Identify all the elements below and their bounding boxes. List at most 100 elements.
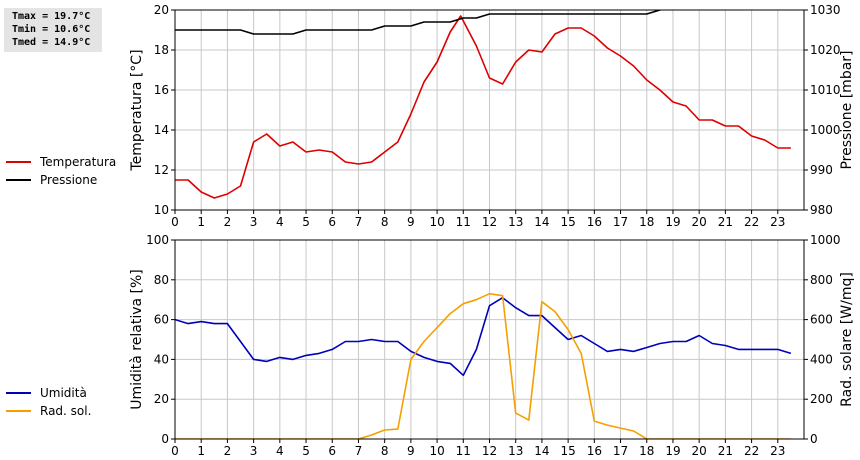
x-tick-label: 17 xyxy=(613,444,628,458)
x-tick-label: 6 xyxy=(328,444,336,458)
legend-item-temperatura: Temperatura xyxy=(6,153,116,171)
y-tick-label: 20 xyxy=(154,3,169,17)
x-tick-label: 18 xyxy=(639,444,654,458)
y2-axis-label: Pressione [mbar] xyxy=(839,50,855,169)
tmin-stat: Tmin = 10.6°C xyxy=(12,24,91,35)
y2-axis-label: Rad. solare [W/mq] xyxy=(839,272,855,407)
legend-item-radsol: Rad. sol. xyxy=(6,402,91,420)
x-tick-label: 0 xyxy=(171,215,179,229)
x-tick-label: 3 xyxy=(250,444,258,458)
stats-box: Tmax = 19.7°C Tmin = 10.6°C Tmed = 14.9°… xyxy=(4,8,102,52)
x-tick-label: 0 xyxy=(171,444,179,458)
legend-swatch-temperatura xyxy=(6,161,31,163)
y-tick-label: 80 xyxy=(154,273,169,287)
x-tick-label: 8 xyxy=(381,444,389,458)
y2-tick-label: 990 xyxy=(810,163,833,177)
tmax-stat: Tmax = 19.7°C xyxy=(12,11,91,22)
y-tick-label: 14 xyxy=(154,123,169,137)
x-tick-label: 11 xyxy=(456,444,471,458)
x-tick-label: 7 xyxy=(355,215,363,229)
x-tick-label: 11 xyxy=(456,215,471,229)
x-tick-label: 7 xyxy=(355,444,363,458)
x-tick-label: 18 xyxy=(639,215,654,229)
series-line-umidit xyxy=(175,296,792,377)
legend-item-pressione: Pressione xyxy=(6,171,116,189)
x-tick-label: 10 xyxy=(429,444,444,458)
y2-tick-label: 1000 xyxy=(810,233,841,247)
x-tick-label: 10 xyxy=(429,215,444,229)
x-tick-label: 23 xyxy=(770,444,785,458)
y2-tick-label: 1020 xyxy=(810,43,841,57)
legend-bottom: Umidità Rad. sol. xyxy=(6,384,91,420)
x-tick-label: 2 xyxy=(224,215,232,229)
x-tick-label: 14 xyxy=(534,444,549,458)
x-tick-label: 3 xyxy=(250,215,258,229)
y2-tick-label: 980 xyxy=(810,203,833,217)
y-tick-label: 16 xyxy=(154,83,169,97)
x-tick-label: 21 xyxy=(718,444,733,458)
legend-item-umidita: Umidità xyxy=(6,384,91,402)
legend-label-temperatura: Temperatura xyxy=(40,155,117,169)
x-tick-label: 2 xyxy=(224,444,232,458)
series-line-temperatura xyxy=(175,15,791,199)
y-tick-label: 100 xyxy=(146,233,169,247)
x-tick-label: 6 xyxy=(328,215,336,229)
y-axis-label: Temperatura [°C] xyxy=(129,49,145,171)
x-tick-label: 13 xyxy=(508,215,523,229)
legend-label-pressione: Pressione xyxy=(40,173,98,187)
y-tick-label: 10 xyxy=(154,203,169,217)
x-tick-label: 20 xyxy=(692,215,707,229)
y-axis-label: Umidità relativa [%] xyxy=(129,269,145,410)
y-tick-label: 18 xyxy=(154,43,169,57)
y2-tick-label: 600 xyxy=(810,313,833,327)
chart-panel-top: 0 1 2 3 4 5 6 7 8 9 10 11 12 13 14 15 16 17 18 19 20 21 22 2310… xyxy=(129,3,855,229)
x-tick-label: 5 xyxy=(302,215,310,229)
x-tick-label: 22 xyxy=(744,215,759,229)
x-tick-label: 13 xyxy=(508,444,523,458)
x-tick-label: 12 xyxy=(482,215,497,229)
x-tick-label: 22 xyxy=(744,444,759,458)
x-tick-label: 1 xyxy=(197,215,205,229)
x-tick-label: 14 xyxy=(534,215,549,229)
y-tick-label: 20 xyxy=(154,392,169,406)
legend-label-umidita: Umidità xyxy=(40,386,87,400)
y2-tick-label: 800 xyxy=(810,273,833,287)
x-tick-label: 16 xyxy=(587,215,602,229)
series-line-pressione xyxy=(175,10,663,35)
y2-tick-label: 200 xyxy=(810,392,833,406)
x-tick-label: 9 xyxy=(407,215,415,229)
y2-tick-label: 1030 xyxy=(810,3,841,17)
legend-swatch-pressione xyxy=(6,179,31,181)
x-tick-label: 4 xyxy=(276,444,284,458)
y-tick-label: 60 xyxy=(154,313,169,327)
y-tick-label: 0 xyxy=(161,432,169,446)
y2-tick-label: 0 xyxy=(810,432,818,446)
x-tick-label: 19 xyxy=(665,215,680,229)
x-tick-label: 5 xyxy=(302,444,310,458)
x-tick-label: 19 xyxy=(665,444,680,458)
y2-tick-label: 1000 xyxy=(810,123,841,137)
x-tick-label: 4 xyxy=(276,215,284,229)
x-tick-label: 9 xyxy=(407,444,415,458)
x-tick-label: 23 xyxy=(770,215,785,229)
x-tick-label: 20 xyxy=(692,444,707,458)
tmed-stat: Tmed = 14.9°C xyxy=(12,37,91,48)
x-tick-label: 15 xyxy=(560,444,575,458)
x-tick-label: 8 xyxy=(381,215,389,229)
series-line-rad-sol xyxy=(175,292,791,439)
y2-tick-label: 1010 xyxy=(810,83,841,97)
x-tick-label: 21 xyxy=(718,215,733,229)
x-tick-label: 12 xyxy=(482,444,497,458)
y-tick-label: 12 xyxy=(154,163,169,177)
legend-top: Temperatura Pressione xyxy=(6,153,116,189)
x-tick-label: 15 xyxy=(560,215,575,229)
x-tick-label: 16 xyxy=(587,444,602,458)
y-tick-label: 40 xyxy=(154,352,169,366)
legend-label-radsol: Rad. sol. xyxy=(40,404,92,418)
x-tick-label: 17 xyxy=(613,215,628,229)
y2-tick-label: 400 xyxy=(810,352,833,366)
legend-swatch-radsol xyxy=(6,410,31,412)
legend-swatch-umidita xyxy=(6,392,31,394)
chart-panel-bottom: 0 1 2 3 4 5 6 7 8 9 10 11 12 13 14 15 16 17 18 19 20 21 22 2302… xyxy=(129,233,855,458)
